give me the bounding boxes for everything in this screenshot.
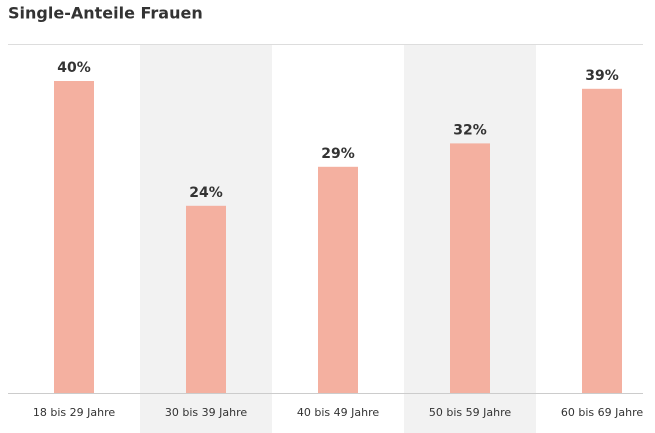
x-tick-label: 18 bis 29 Jahre <box>33 406 115 419</box>
chart-title: Single-Anteile Frauen <box>8 4 203 23</box>
bar <box>318 166 358 393</box>
bar <box>450 143 490 393</box>
x-tick-label: 50 bis 59 Jahre <box>429 406 511 419</box>
value-label: 32% <box>453 122 487 138</box>
value-label: 29% <box>321 146 355 162</box>
bar <box>186 205 226 393</box>
bar <box>54 81 94 393</box>
value-label: 24% <box>189 185 223 201</box>
value-label: 39% <box>585 68 619 84</box>
x-tick-label: 40 bis 49 Jahre <box>297 406 379 419</box>
value-label: 40% <box>57 60 91 76</box>
bar <box>582 88 622 394</box>
x-tick-label: 30 bis 39 Jahre <box>165 406 247 419</box>
x-tick-label: 60 bis 69 Jahre <box>561 406 643 419</box>
